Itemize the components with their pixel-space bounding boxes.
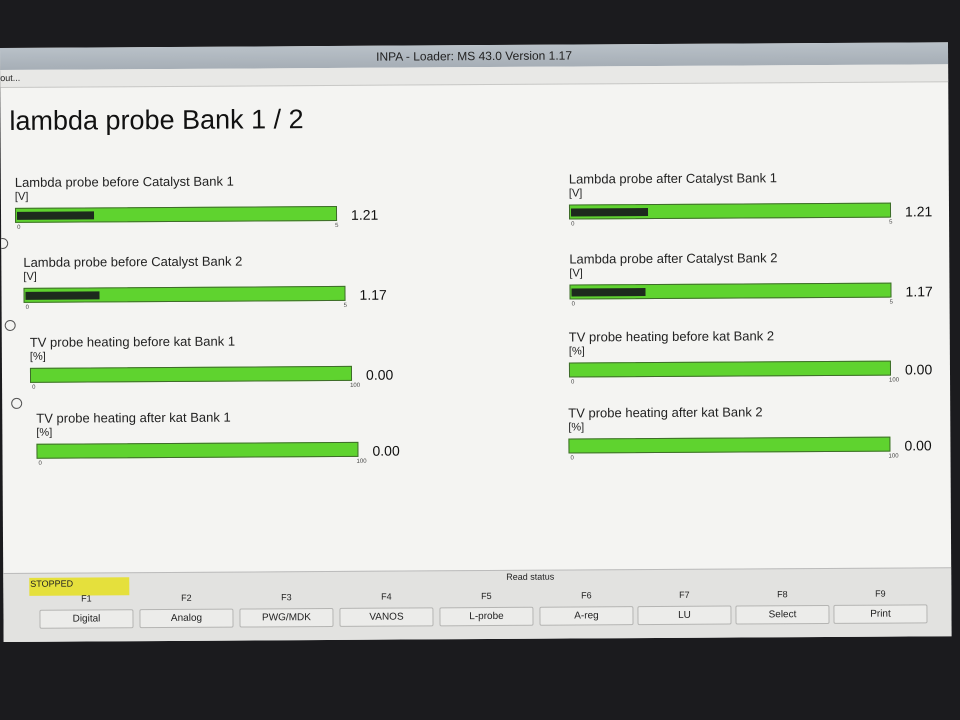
gauge-bar: [23, 285, 346, 303]
gauge-label: TV probe heating after kat Bank 2: [568, 404, 763, 421]
gauge-value: 0.00: [904, 437, 932, 454]
gauge-unit: [V]: [23, 270, 37, 283]
gauge-fill: [17, 211, 95, 220]
fkey-number: F2: [181, 592, 192, 603]
gauge-bar: [569, 282, 892, 300]
gauge-bar: [568, 202, 892, 220]
gauge-unit: [V]: [569, 267, 583, 280]
window-title: INPA - Loader: MS 43.0 Version 1.17: [376, 48, 573, 64]
gauge-min: 0: [38, 460, 42, 467]
gauge-bar: [36, 441, 359, 459]
gauge-value: 0.00: [365, 366, 394, 383]
fkey-number: F1: [81, 593, 92, 604]
vanos-button[interactable]: VANOS: [339, 607, 434, 627]
gauge-min: 0: [17, 224, 21, 231]
gauge-min: 0: [25, 304, 29, 311]
gauge-value: 1.17: [359, 286, 387, 303]
lu-button[interactable]: LU: [637, 605, 732, 626]
option-radio[interactable]: [0, 237, 9, 250]
gauge-label: Lambda probe before Catalyst Bank 2: [23, 253, 243, 270]
gauge-value: 1.21: [904, 203, 933, 220]
fkey-f3: F3 PWG/MDK: [239, 592, 334, 629]
gauge-label: Lambda probe before Catalyst Bank 1: [14, 173, 234, 190]
menu-item-out[interactable]: out...: [0, 72, 21, 83]
gauge-max: 5: [889, 299, 893, 306]
gauge-heating-after-bank1: TV probe heating after kat Bank 1 [%] 0.…: [36, 408, 456, 481]
gauge-max: 5: [889, 219, 893, 226]
a-reg-button[interactable]: A-reg: [539, 606, 634, 626]
gauge-bar: [29, 365, 353, 383]
print-button[interactable]: Print: [833, 604, 928, 624]
gauge-max: 100: [356, 458, 367, 465]
option-radio[interactable]: [4, 319, 16, 331]
gauge-bar: [568, 360, 892, 378]
gauge-min: 0: [32, 384, 36, 391]
read-status-label: Read status: [506, 571, 555, 582]
pwg-mdk-button[interactable]: PWG/MDK: [239, 607, 334, 628]
fkey-number: F9: [875, 588, 886, 599]
gauge-fill: [571, 288, 646, 297]
gauge-bar: [568, 436, 891, 454]
gauge-unit: [V]: [568, 187, 583, 200]
gauge-min: 0: [571, 221, 575, 228]
gauge-lambda-before-bank1: Lambda probe before Catalyst Bank 1 [V] …: [15, 172, 435, 245]
select-button[interactable]: Select: [735, 604, 830, 625]
l-probe-button[interactable]: L-probe: [439, 606, 534, 627]
gauge-unit: [%]: [36, 426, 53, 439]
fkey-f1: F1 Digital: [39, 593, 134, 630]
gauge-lambda-before-bank2: Lambda probe before Catalyst Bank 2 [V] …: [23, 252, 443, 325]
inpa-window: INPA - Loader: MS 43.0 Version 1.17 out.…: [0, 42, 952, 642]
fkey-f6: F6 A-reg: [539, 590, 634, 627]
gauge-label: TV probe heating before kat Bank 2: [568, 328, 775, 345]
gauge-lambda-after-bank1: Lambda probe after Catalyst Bank 1 [V] 1…: [569, 169, 952, 242]
gauge-label: TV probe heating after kat Bank 1: [36, 409, 231, 426]
digital-button[interactable]: Digital: [39, 609, 134, 629]
gauge-min: 0: [571, 379, 575, 386]
gauge-min: 0: [571, 301, 575, 308]
gauge-bar: [14, 205, 338, 223]
gauge-max: 100: [888, 453, 899, 460]
gauge-label: TV probe heating before kat Bank 1: [29, 333, 236, 350]
gauge-unit: [%]: [568, 345, 585, 358]
fkey-f9: F9 Print: [833, 588, 928, 625]
gauge-value: 0.00: [904, 361, 933, 378]
gauge-unit: [%]: [568, 421, 585, 434]
analog-button[interactable]: Analog: [139, 608, 234, 629]
gauge-unit: [V]: [14, 190, 29, 203]
gauge-fill: [570, 208, 649, 217]
gauge-max: 100: [350, 382, 361, 389]
page-title: lambda probe Bank 1 / 2: [9, 104, 304, 136]
gauge-label: Lambda probe after Catalyst Bank 2: [569, 250, 778, 267]
gauge-value: 1.17: [905, 283, 933, 300]
fkey-number: F8: [777, 589, 788, 600]
fkey-number: F7: [679, 589, 690, 600]
gauge-heating-after-bank2: TV probe heating after kat Bank 2 [%] 0.…: [568, 403, 951, 476]
fkey-f2: F2 Analog: [139, 592, 234, 630]
fkey-f5: F5 L-probe: [439, 591, 534, 628]
gauge-max: 100: [889, 377, 900, 384]
fkey-f7: F7 LU: [637, 589, 732, 627]
fkey-number: F6: [581, 590, 592, 601]
option-radio[interactable]: [11, 397, 23, 409]
gauge-value: 0.00: [372, 442, 400, 459]
gauge-max: 5: [343, 302, 347, 309]
gauge-heating-before-bank1: TV probe heating before kat Bank 1 [%] 0…: [30, 332, 450, 405]
fkey-number: F4: [381, 591, 392, 602]
fkey-f8: F8 Select: [735, 589, 830, 626]
gauge-heating-before-bank2: TV probe heating before kat Bank 2 [%] 0…: [569, 327, 952, 400]
gauge-fill: [25, 291, 100, 300]
gauge-lambda-after-bank2: Lambda probe after Catalyst Bank 2 [V] 1…: [569, 249, 951, 322]
gauge-min: 0: [570, 455, 574, 462]
gauge-label: Lambda probe after Catalyst Bank 1: [568, 170, 777, 187]
gauge-unit: [%]: [29, 350, 46, 363]
fkey-f4: F4 VANOS: [339, 591, 434, 628]
gauge-value: 1.21: [350, 206, 379, 223]
fkey-number: F3: [281, 592, 292, 603]
fkey-number: F5: [481, 591, 492, 602]
gauge-max: 5: [335, 222, 339, 229]
